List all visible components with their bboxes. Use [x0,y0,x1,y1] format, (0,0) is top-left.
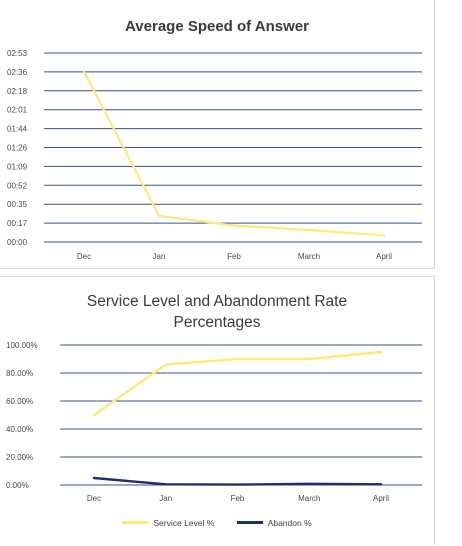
sl-y-tick-label: 100.00% [6,341,38,350]
sl-data-point [164,363,167,366]
asa-y-tick-label: 01:44 [7,125,28,134]
asa-y-tick-label: 01:26 [7,144,28,153]
asa-x-tick-label: March [298,252,320,261]
asa-y-tick-label: 01:09 [7,162,28,171]
legend-swatch-service-level [122,521,149,524]
asa-y-tick-label: 00:52 [7,181,28,190]
sl-x-tick-label: Feb [231,494,245,503]
sl-data-point [164,483,167,486]
sl-y-tick-label: 0.00% [6,481,29,490]
asa-y-tick-label: 00:00 [7,238,28,247]
sl-data-point [380,483,382,486]
asa-x-tick-label: Dec [77,252,91,261]
asa-y-tick-label: 02:18 [7,87,28,96]
sl-series-line-0 [92,350,383,417]
asa-data-point [158,214,160,217]
asa-x-tick-label: Jan [153,252,166,261]
asa-y-tick-label: 02:53 [7,49,28,58]
service-level-chart-panel: Service Level and Abandonment Rate Perce… [0,276,435,545]
asa-y-tick-label: 02:01 [7,106,28,115]
sl-x-tick-label: April [373,494,389,503]
legend-item-service-level: Service Level % [122,518,214,528]
sl-x-tick-label: Dec [87,494,101,503]
sl-data-point [308,482,311,485]
sl-data-point [236,483,239,486]
asa-data-point [308,229,310,231]
asa-chart-panel: Average Speed of Answer 00:00 00:17 00:35 0… [0,0,435,269]
sl-data-point [93,414,95,416]
legend-label-service-level: Service Level % [153,517,215,528]
sl-y-tick-label: 80.00% [6,369,33,378]
sl-series-line-1 [92,476,383,486]
legend-item-abandon: Abandon % [236,517,312,528]
sl-x-tick-label: Jan [159,494,172,503]
sl-x-tick-label: March [298,494,320,503]
service-level-chart-title: Service Level and Abandonment Rate Perce… [86,293,348,331]
asa-y-tick-label: 00:35 [7,200,28,209]
asa-chart-title: Average Speed of Answer [125,18,309,35]
legend-label-abandon: Abandon % [267,517,312,528]
service-level-chart-svg: 0.00% 20.00% 40.00% 60.00% 80.00% 100.00% Dec J… [6,341,422,503]
sl-data-point [380,351,382,353]
asa-x-tick-label: April [376,252,392,261]
asa-data-point [233,224,235,227]
asa-data-point [383,234,385,237]
service-level-legend: Service Level % Abandon % [0,516,434,528]
sl-data-point [93,477,95,479]
sl-y-tick-label: 40.00% [6,425,33,434]
asa-x-tick-label: Feb [227,252,241,261]
sl-data-point [236,358,239,360]
asa-series-line-0 [82,70,386,237]
sl-y-tick-label: 20.00% [6,453,33,462]
legend-swatch-abandon [236,521,263,524]
asa-y-tick-label: 00:17 [7,219,28,228]
sl-data-point [308,358,311,360]
sl-y-tick-label: 60.00% [6,397,33,406]
asa-chart-svg: 00:00 00:17 00:35 00:52 01:09 01:26 01:44 02:01… [7,49,422,261]
asa-data-point [83,70,85,73]
asa-y-tick-label: 02:36 [7,68,28,77]
